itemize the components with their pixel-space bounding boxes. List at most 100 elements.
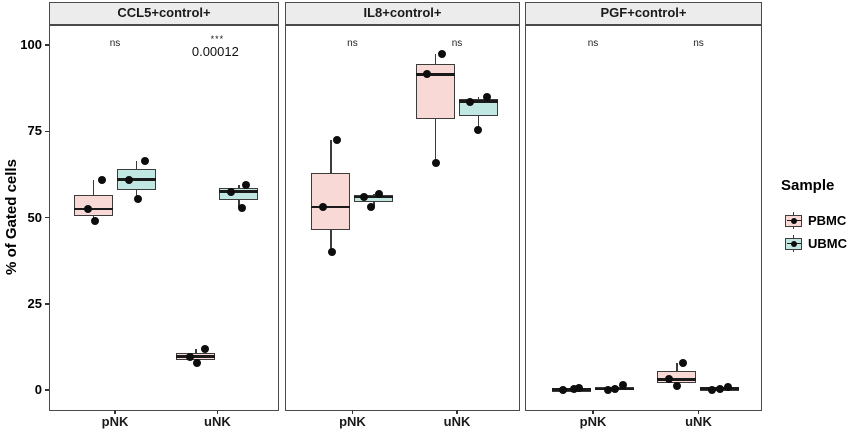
whisker-lower [477,115,480,130]
whisker-upper [238,185,240,189]
data-point [707,385,716,394]
y-axis-tick-label: 75 [27,123,42,139]
data-point [90,216,99,225]
whisker-upper [434,54,437,65]
x-axis-tick [592,410,594,414]
boxplot-box [311,173,351,230]
boxplot-median [416,73,456,76]
data-point [374,190,383,199]
data-point [237,204,246,213]
x-axis-tick-label: pNK [339,414,366,429]
data-point [473,125,482,134]
facet-strip-title: IL8+control+ [285,2,520,25]
data-point [192,359,201,368]
data-point [618,381,627,390]
y-axis-tick-label: 100 [20,37,42,52]
significance-label: ns [587,38,599,49]
significance-stars: *** [210,34,225,44]
data-point [332,135,341,144]
y-axis-tick [45,44,49,46]
data-point [664,375,673,384]
x-axis-tick-label: pNK [101,414,129,429]
boxplot-median [219,190,259,193]
whisker-upper [92,179,95,196]
whisker-upper [135,160,138,170]
legend-key-ubmc [785,235,802,252]
y-axis-tick [45,216,49,219]
data-point [185,352,194,361]
facet-strip-title: PGF+control+ [525,2,762,25]
x-axis-tick [456,410,458,414]
data-point [241,181,250,190]
whisker-lower [434,118,437,164]
data-point [723,383,732,392]
y-axis-tick [45,130,49,132]
y-axis-tick-label: 25 [27,295,42,311]
data-point [558,386,567,394]
x-axis-tick [216,410,219,414]
significance-label: ns [109,38,121,49]
facet-panel [49,25,279,411]
data-point [140,156,149,165]
legend-key-dot [790,217,797,224]
boxplot-box [74,195,113,216]
whisker-lower [135,189,138,199]
data-point [359,192,368,201]
legend-item-label: PBMC [808,213,847,228]
x-axis-tick-label: pNK [579,414,607,429]
boxplot-median [311,205,351,209]
data-point [482,92,491,101]
data-point [672,381,681,390]
x-axis-tick-label: uNK [204,414,231,429]
x-axis-tick-label: uNK [443,414,471,429]
data-point [431,159,440,168]
data-point [83,204,92,213]
data-point [715,384,724,393]
boxplot-median [74,207,113,211]
whisker-upper [676,363,678,372]
data-point [318,203,327,212]
y-axis-tick-label: 50 [27,209,42,225]
x-axis-tick [697,410,700,414]
y-axis-tick [45,389,49,391]
data-point [200,345,209,354]
boxplot-median [117,178,156,181]
significance-label: ns [347,38,358,49]
whisker-upper [195,349,197,353]
data-point [678,359,687,368]
data-point [574,384,583,393]
whisker-upper [330,139,332,174]
legend-title: Sample [781,177,835,194]
significance-p-value: 0.00012 [191,44,239,59]
x-axis-tick-label: uNK [685,414,712,429]
legend-key-dot [790,240,797,247]
whisker-upper [477,96,480,100]
whisker-upper [373,194,375,196]
boxplot-median [657,378,697,381]
x-axis-tick [351,410,354,414]
x-axis-tick [114,410,116,414]
data-point [98,175,106,184]
boxplot-median [176,355,216,358]
data-point [610,384,619,393]
legend-key-pbmc [785,212,802,229]
whisker-lower [330,229,332,252]
significance-label: ns [693,38,704,49]
y-axis-tick [45,303,49,305]
data-point [465,97,474,106]
data-point [603,386,612,394]
data-point [124,175,133,184]
boxplot-median [459,100,499,103]
data-point [437,50,446,59]
legend-item-label: UBMC [808,236,847,251]
y-axis-tick-label: 0 [34,382,42,397]
data-point [569,385,578,394]
data-point [226,187,235,196]
significance-label: ns [451,38,463,49]
data-point [327,248,336,256]
data-point [133,194,142,203]
facet-strip-title: CCL5+control+ [49,2,279,25]
facet-panel [525,25,762,411]
boxplot-median [354,195,394,199]
